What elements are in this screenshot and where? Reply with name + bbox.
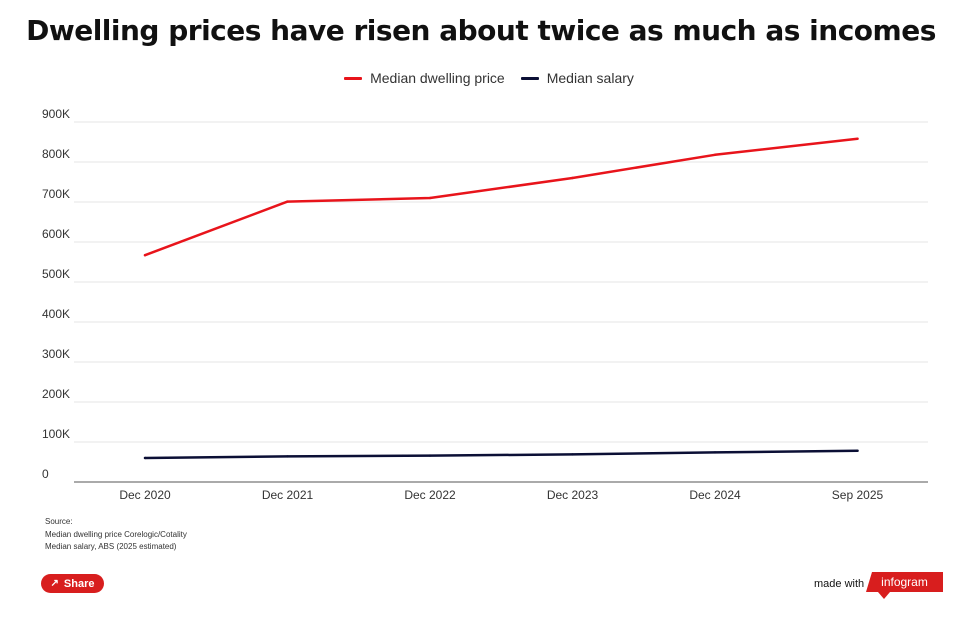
x-tick-label: Dec 2021 bbox=[262, 488, 314, 502]
legend-item-salary[interactable]: Median salary bbox=[520, 70, 634, 86]
data-point-salary bbox=[856, 449, 859, 452]
source-line-salary: Median salary, ABS (2025 estimated) bbox=[45, 542, 177, 551]
y-tick-label: 900K bbox=[42, 107, 70, 121]
data-point-dwelling-price bbox=[143, 254, 147, 257]
data-point-dwelling-price bbox=[713, 153, 717, 156]
y-tick-label: 700K bbox=[42, 187, 70, 201]
y-tick-label: 600K bbox=[42, 227, 70, 241]
x-tick-label: Dec 2022 bbox=[404, 488, 456, 502]
legend-label-salary: Median salary bbox=[546, 70, 634, 86]
series-line-salary bbox=[143, 449, 859, 460]
infogram-logo[interactable]: infogram bbox=[866, 572, 943, 592]
chart-title: Dwelling prices have risen about twice a… bbox=[26, 14, 936, 47]
series-line-dwelling-price bbox=[143, 137, 859, 257]
share-icon: ↗ bbox=[50, 577, 59, 589]
legend-item-dwelling-price[interactable]: Median dwelling price bbox=[344, 70, 505, 86]
data-point-dwelling-price bbox=[428, 196, 432, 200]
share-button[interactable]: ↗ Share bbox=[41, 574, 104, 593]
y-tick-label: 100K bbox=[42, 427, 70, 441]
data-point-salary bbox=[713, 451, 717, 454]
chart-legend: Median dwelling price Median salary bbox=[0, 70, 978, 86]
y-tick-label: 800K bbox=[42, 147, 70, 161]
data-point-dwelling-price bbox=[286, 200, 289, 203]
y-tick-label: 500K bbox=[42, 267, 70, 281]
data-point-salary bbox=[428, 454, 432, 457]
legend-swatch-dwelling-price bbox=[344, 76, 363, 80]
y-tick-label: 300K bbox=[42, 347, 70, 361]
x-tick-label: Sep 2025 bbox=[832, 488, 884, 502]
data-point-salary bbox=[286, 455, 289, 458]
x-tick-label: Dec 2020 bbox=[119, 488, 171, 502]
legend-swatch-salary bbox=[520, 76, 539, 80]
made-with-text: made with bbox=[814, 578, 865, 590]
data-point-salary bbox=[143, 456, 147, 460]
data-point-dwelling-price bbox=[856, 137, 859, 140]
y-tick-label: 400K bbox=[42, 307, 70, 321]
share-button-label: Share bbox=[63, 577, 95, 590]
y-tick-label: 200K bbox=[42, 387, 70, 401]
source-heading: Source: bbox=[45, 517, 73, 526]
x-tick-label: Dec 2023 bbox=[547, 488, 599, 502]
legend-label-dwelling-price: Median dwelling price bbox=[370, 70, 505, 86]
data-point-dwelling-price bbox=[571, 176, 574, 180]
x-tick-label: Dec 2024 bbox=[689, 488, 741, 502]
infogram-logo-text: infogram bbox=[881, 575, 928, 589]
source-note: Source: Median dwelling price Corelogic/… bbox=[45, 516, 187, 554]
source-line-dwelling: Median dwelling price Corelogic/Cotality bbox=[45, 529, 187, 539]
line-chart: 0 100K 200K 300K 400K 500K 600K 700K 800K 900K Dec… bbox=[42, 107, 928, 502]
data-point-salary bbox=[571, 453, 574, 456]
infogram-logo-tail bbox=[878, 592, 890, 599]
y-tick-label: 0 bbox=[42, 467, 49, 481]
